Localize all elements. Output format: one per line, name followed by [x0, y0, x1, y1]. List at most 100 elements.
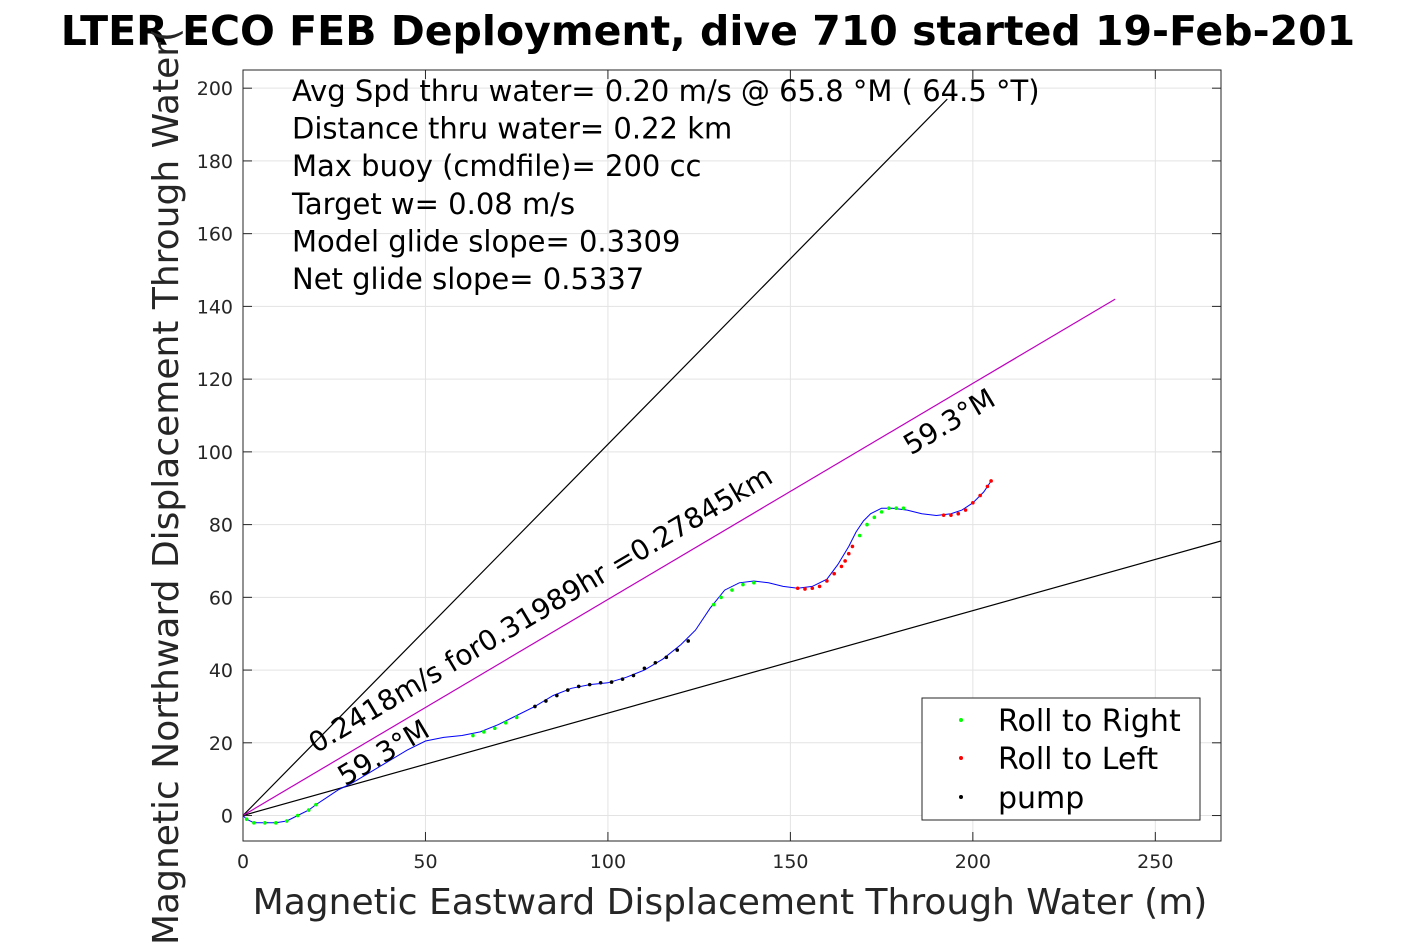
track-line: [243, 480, 992, 824]
point-roll-to-left: [832, 571, 836, 576]
point-roll-to-right: [314, 802, 318, 807]
info-line: Avg Spd thru water= 0.20 m/s @ 65.8 °M (…: [292, 74, 1040, 108]
point-roll-to-left: [956, 511, 961, 516]
info-line: Target w= 0.08 m/s: [291, 187, 575, 221]
x-tick-label: 0: [237, 851, 249, 873]
point-roll-to-right: [514, 715, 519, 720]
point-roll-to-right: [865, 522, 869, 527]
point-roll-to-right: [252, 821, 256, 825]
point-roll-to-right: [730, 588, 734, 592]
point-roll-to-right: [284, 819, 289, 823]
point-pump: [631, 673, 636, 678]
legend-label-pump: pump: [998, 781, 1084, 816]
point-roll-to-left: [843, 559, 847, 563]
point-pump: [620, 677, 625, 681]
reference-line-net-heading: [243, 298, 1116, 817]
point-roll-to-right: [711, 602, 716, 607]
x-tick-label: 50: [413, 851, 437, 873]
legend-marker-roll-left: [959, 756, 963, 760]
chart-title: LTER ECO FEB Deployment, dive 710 starte…: [61, 7, 1355, 55]
plot-frame: [242, 69, 1222, 842]
y-tick-label: 40: [209, 660, 233, 682]
y-tick-label: 200: [197, 78, 233, 100]
point-roll-to-right: [471, 733, 475, 738]
legend-marker-roll-right: [959, 718, 963, 722]
x-tick-label: 250: [1137, 851, 1173, 873]
info-line: Model glide slope= 0.3309: [292, 224, 680, 258]
point-pump: [533, 704, 537, 709]
reference-line-upper: [243, 98, 948, 816]
y-tick-label: 80: [209, 515, 233, 537]
point-pump: [555, 693, 559, 698]
legend: Roll to Right Roll to Left pump: [921, 697, 1201, 821]
point-roll-to-left: [810, 586, 815, 591]
ticks: 0 50 100 150 200 250 0 20 40 60 80 100 120 140 160 180 2…: [197, 70, 1221, 873]
legend-marker-pump: [959, 795, 963, 799]
point-roll-to-right: [263, 821, 267, 825]
point-roll-to-right: [482, 730, 486, 734]
y-tick-label: 0: [221, 806, 233, 828]
point-roll-to-right: [503, 721, 508, 725]
point-roll-to-left: [803, 587, 807, 591]
x-tick-label: 100: [590, 851, 626, 873]
point-roll-to-left: [846, 551, 851, 556]
y-axis-label: Magnetic Northward Displacement Through …: [146, 28, 187, 945]
y-tick-label: 60: [209, 587, 233, 609]
y-tick-label: 140: [197, 296, 233, 318]
point-roll-to-right: [295, 813, 300, 818]
point-roll-to-right: [887, 506, 891, 511]
legend-label-roll-right: Roll to Right: [998, 704, 1181, 739]
x-tick-label: 200: [955, 851, 991, 873]
point-roll-to-left: [963, 508, 968, 512]
point-roll-to-right: [857, 533, 862, 538]
point-roll-to-left: [850, 544, 855, 549]
point-roll-to-left: [989, 479, 993, 483]
y-tick-label: 100: [197, 442, 233, 464]
point-roll-to-right: [492, 726, 497, 731]
legend-box: [921, 697, 1201, 821]
grid: [242, 70, 1221, 841]
x-tick-label: 150: [772, 851, 808, 873]
reference-line-lower: [243, 540, 1221, 817]
point-roll-to-left: [985, 484, 990, 489]
point-roll-to-left: [949, 513, 953, 517]
point-roll-to-right: [306, 808, 311, 812]
point-pump: [675, 648, 680, 652]
point-roll-to-right: [752, 580, 756, 585]
point-roll-to-left: [825, 579, 829, 583]
y-tick-label: 160: [197, 224, 233, 246]
point-pump: [565, 688, 570, 692]
data-layer: [243, 98, 1221, 825]
point-roll-to-right: [274, 821, 278, 825]
info-line: Max buoy (cmdfile)= 200 cc: [292, 149, 701, 183]
point-roll-to-right: [244, 817, 249, 821]
y-tick-label: 120: [197, 369, 233, 391]
legend-label-roll-left: Roll to Left: [998, 742, 1158, 777]
info-line: Net glide slope= 0.5337: [292, 262, 644, 296]
point-pump: [686, 639, 691, 643]
info-line: Distance thru water= 0.22 km: [292, 112, 732, 146]
point-pump: [598, 680, 603, 685]
point-roll-to-left: [971, 500, 975, 505]
point-roll-to-right: [901, 506, 906, 511]
point-roll-to-left: [978, 493, 982, 498]
point-roll-to-left: [817, 584, 822, 589]
point-pump: [664, 655, 669, 660]
point-pump: [609, 680, 614, 684]
point-roll-to-right: [719, 595, 723, 600]
point-roll-to-right: [894, 506, 899, 511]
point-pump: [544, 699, 548, 703]
point-roll-to-right: [741, 582, 745, 587]
point-roll-to-right: [879, 510, 884, 514]
point-roll-to-left: [795, 586, 800, 591]
point-roll-to-right: [872, 515, 877, 520]
y-tick-label: 180: [197, 151, 233, 173]
x-axis-label: Magnetic Eastward Displacement Through W…: [253, 882, 1208, 923]
info-text-block: Avg Spd thru water= 0.20 m/s @ 65.8 °M (…: [291, 74, 1040, 296]
point-pump: [653, 660, 658, 665]
y-tick-label: 20: [209, 733, 233, 755]
point-pump: [587, 682, 592, 687]
point-roll-to-left: [839, 564, 844, 569]
point-pump: [576, 684, 581, 689]
